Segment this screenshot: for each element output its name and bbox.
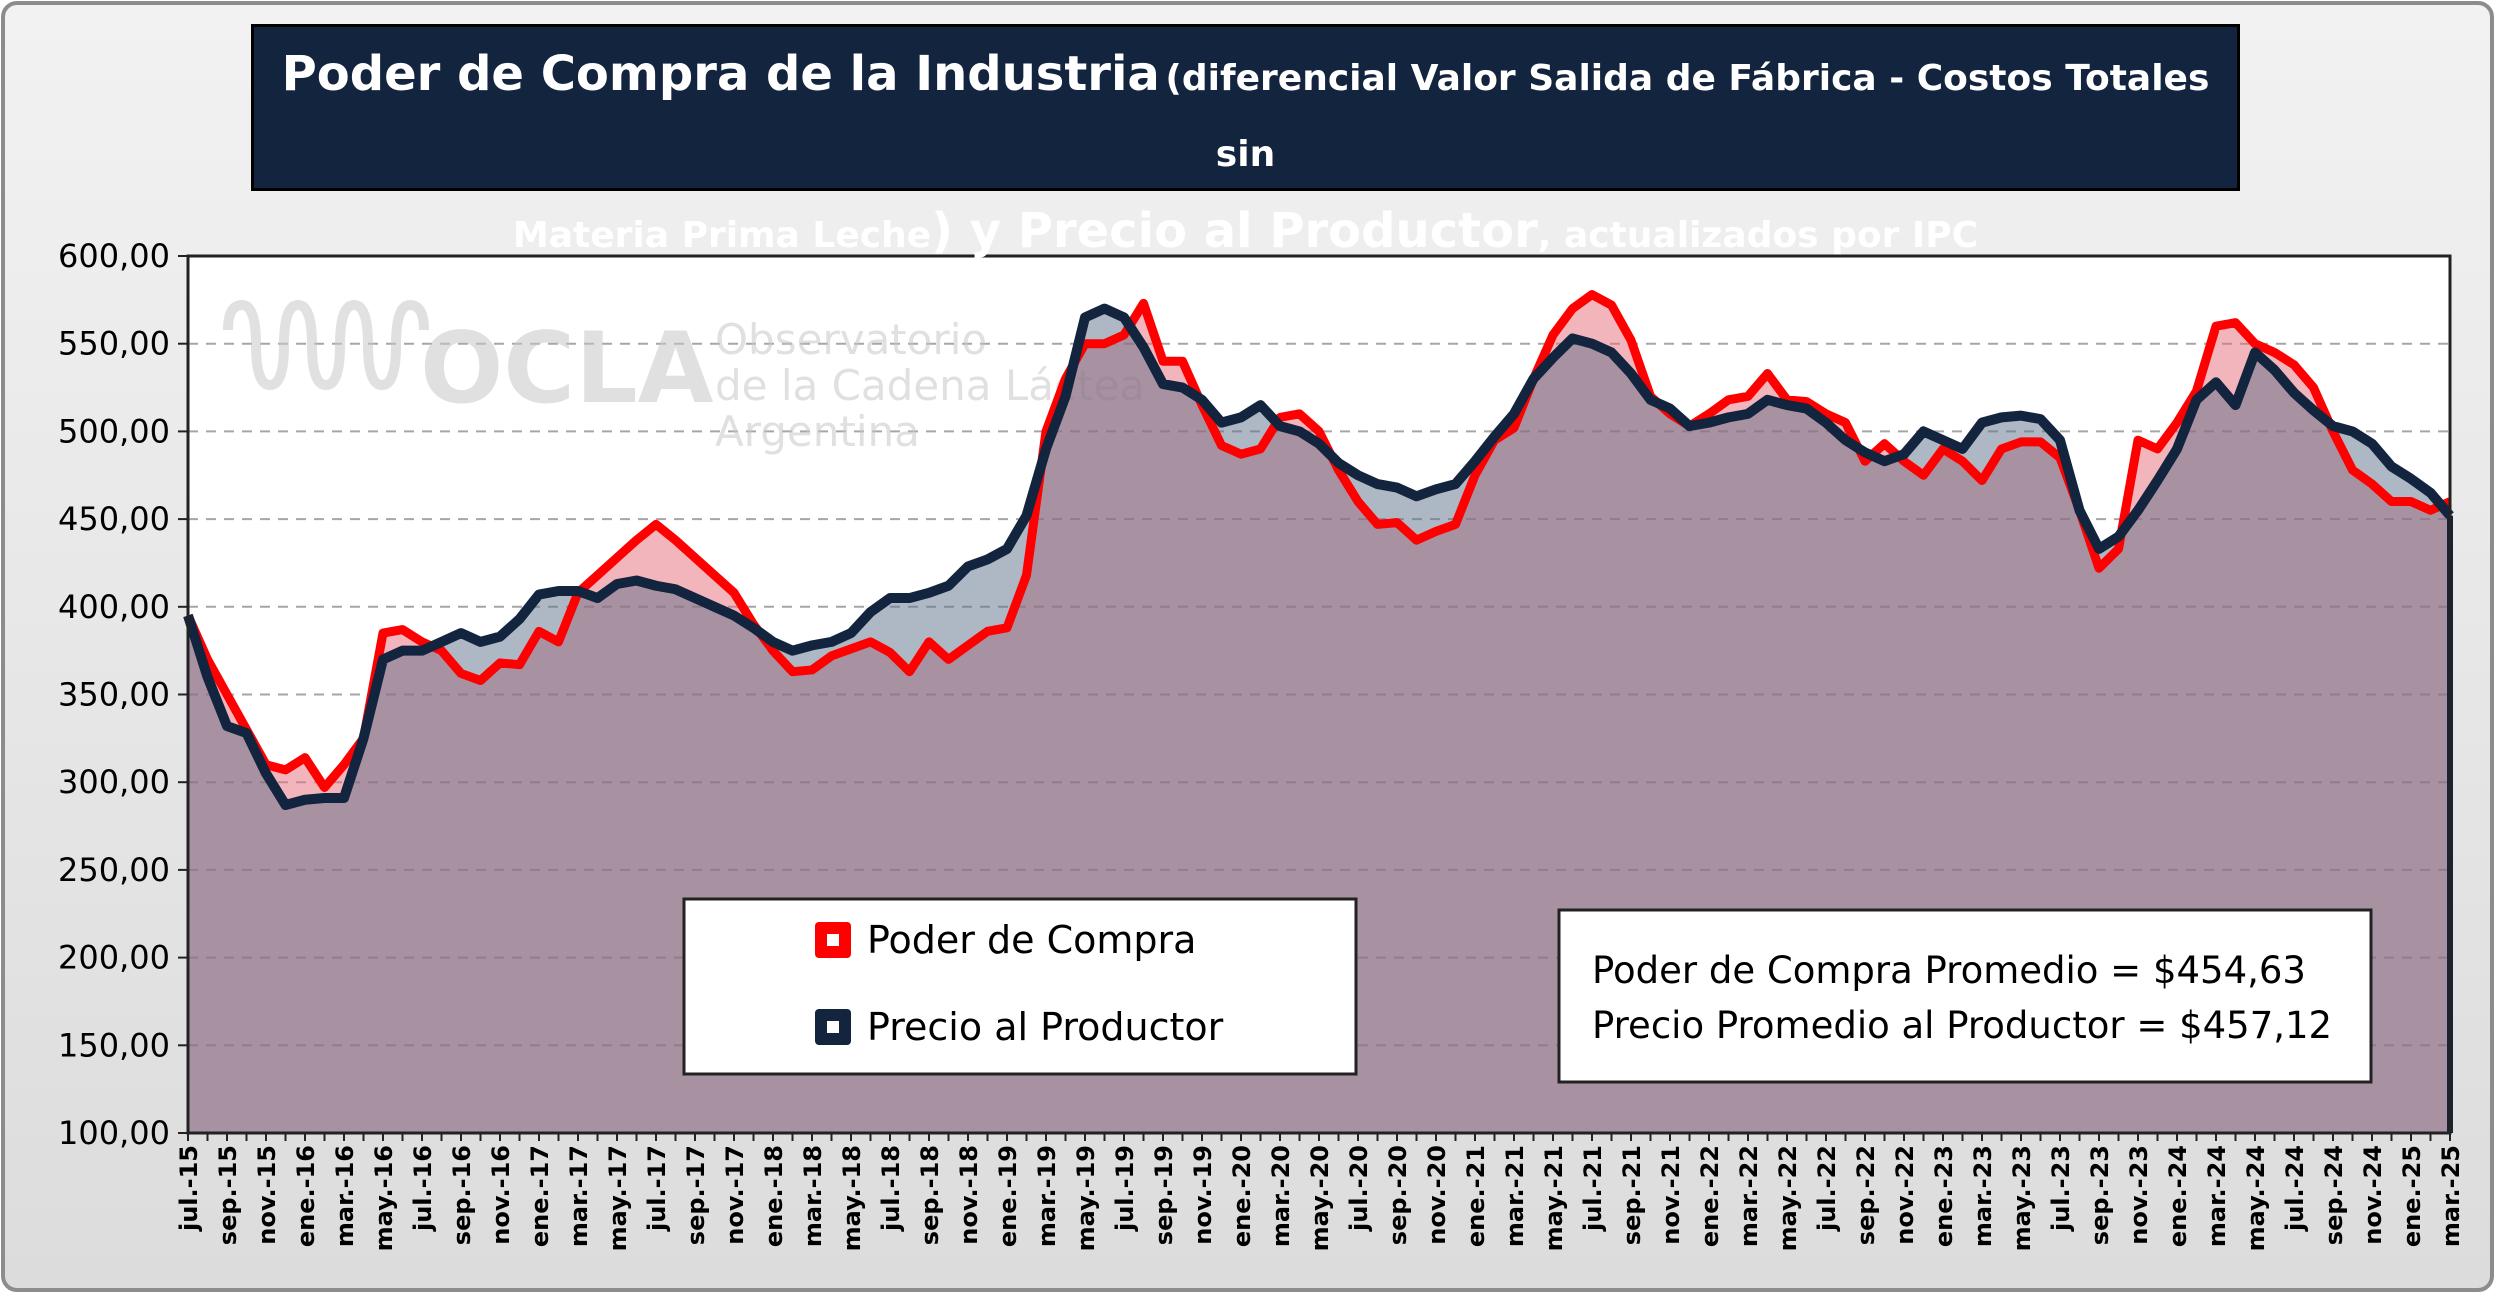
title-part: Materia Prima Leche: [512, 215, 932, 256]
y-tick-label: 250,00: [58, 851, 170, 889]
legend-entries: Poder de Compra Precio al Productor: [815, 918, 1224, 1049]
axes: 100,00 150,00 200,00 250,00 300,00 350,00 400,…: [58, 237, 2465, 1251]
x-tick-label: may.-19: [1072, 1145, 1100, 1251]
x-tick-label: mar.-19: [1033, 1145, 1061, 1247]
x-tick-label: jul.-24: [2281, 1145, 2309, 1232]
x-tick-label: mar.-25: [2437, 1145, 2465, 1247]
x-tick-label: jul.-18: [877, 1145, 905, 1232]
x-tick-label: sep.-18: [916, 1145, 944, 1245]
x-tick-label: may.-20: [1306, 1145, 1334, 1251]
title-part: ) y Precio al Productor: [931, 203, 1538, 259]
x-tick-label: jul.-20: [1345, 1145, 1373, 1232]
x-tick-label: sep.-15: [214, 1145, 242, 1245]
watermark-text: Observatorio: [715, 315, 987, 364]
title-part: , actualizados por IPC: [1537, 215, 1979, 256]
x-tick-label: sep.-17: [682, 1145, 710, 1245]
x-tick-label: ene.-21: [1462, 1145, 1490, 1247]
x-tick-label: jul.-17: [643, 1145, 671, 1232]
x-tick-label: mar.-24: [2203, 1145, 2231, 1247]
x-tick-label: sep.-22: [1852, 1145, 1880, 1245]
legend-marker-inner: [827, 934, 839, 946]
x-tick-label: ene.-22: [1696, 1145, 1724, 1247]
y-tick-label: 600,00: [58, 237, 170, 275]
annotation: Precio Promedio al Productor = $457,12: [1592, 1004, 2332, 1047]
title-part: (diferencial Valor Salida de Fábrica - C…: [1165, 58, 2210, 175]
watermark-text: Argentina: [715, 407, 920, 456]
y-tick-label: 400,00: [58, 588, 170, 626]
x-tick-label: may.-24: [2242, 1145, 2270, 1251]
x-tick-label: jul.-16: [409, 1145, 437, 1232]
x-tick-label: jul.-21: [1579, 1145, 1607, 1232]
legend-label: Precio al Productor: [867, 1005, 1224, 1049]
x-tick-label: nov.-19: [1189, 1145, 1217, 1245]
x-tick-label: nov.-21: [1657, 1145, 1685, 1245]
x-tick-label: jul.-22: [1813, 1145, 1841, 1232]
x-tick-label: may.-22: [1774, 1145, 1802, 1251]
watermark-text: OCLA: [420, 312, 714, 426]
x-tick-label: sep.-16: [448, 1145, 476, 1245]
annotation: Poder de Compra Promedio = $454,63: [1592, 949, 2306, 992]
line: [183, 303, 2454, 811]
x-tick-label: mar.-22: [1735, 1145, 1763, 1247]
x-tick-label: sep.-21: [1618, 1145, 1646, 1245]
legend: [682, 897, 1358, 1076]
x-tick-label: sep.-20: [1384, 1145, 1412, 1245]
stats-box: [1557, 908, 2373, 1084]
x-tick-label: nov.-15: [253, 1145, 281, 1245]
y-tick-label: 200,00: [58, 939, 170, 977]
x-tick-label: may.-23: [2008, 1145, 2036, 1251]
x-tick-label: mar.-16: [331, 1145, 359, 1247]
y-tick-label: 300,00: [58, 763, 170, 801]
x-tick-label: jul.-19: [1111, 1145, 1139, 1232]
x-tick-label: may.-18: [838, 1145, 866, 1251]
x-tick-label: may.-17: [604, 1145, 632, 1251]
x-tick-label: sep.-19: [1150, 1145, 1178, 1245]
y-tick-label: 150,00: [58, 1026, 170, 1064]
logo: [223, 299, 429, 391]
x-tick-label: mar.-17: [565, 1145, 593, 1247]
x-tick-label: sep.-24: [2320, 1145, 2348, 1245]
y-tick-label: 100,00: [58, 1114, 170, 1152]
x-tick-label: jul.-23: [2047, 1145, 2075, 1232]
x-tick-label: nov.-17: [721, 1145, 749, 1245]
x-tick-label: sep.-23: [2086, 1145, 2114, 1245]
x-tick-label: mar.-21: [1501, 1145, 1529, 1247]
chart-title: Poder de Compra de la Industria (diferen…: [251, 24, 2240, 259]
watermark: OCLA Observatorio de la Cadena Láctea Ar…: [223, 299, 1145, 456]
x-tick-label: nov.-16: [487, 1145, 515, 1245]
x-tick-label: may.-21: [1540, 1145, 1568, 1251]
legend-label: Poder de Compra: [867, 918, 1196, 962]
x-tick-label: may.-16: [370, 1145, 398, 1251]
x-tick-label: ene.-23: [1930, 1145, 1958, 1247]
title-part: Poder de Compra de la Industria: [281, 46, 1160, 102]
y-tick-label: 350,00: [58, 676, 170, 714]
x-tick-label: jul.-15: [175, 1145, 203, 1232]
x-tick-label: nov.-23: [2125, 1145, 2153, 1245]
x-tick-label: ene.-20: [1228, 1145, 1256, 1247]
x-tick-label: ene.-24: [2164, 1145, 2192, 1247]
y-tick-label: 450,00: [58, 500, 170, 538]
y-tick-label: 500,00: [58, 412, 170, 450]
x-tick-label: ene.-17: [526, 1145, 554, 1247]
x-tick-label: ene.-25: [2398, 1145, 2426, 1247]
y-tick-label: 550,00: [58, 325, 170, 363]
x-tick-label: ene.-19: [994, 1145, 1022, 1247]
x-tick-label: mar.-23: [1969, 1145, 1997, 1247]
x-tick-label: nov.-20: [1423, 1145, 1451, 1245]
x-tick-label: nov.-24: [2359, 1145, 2387, 1245]
x-tick-label: nov.-18: [955, 1145, 983, 1245]
x-tick-label: ene.-18: [760, 1145, 788, 1247]
x-tick-label: mar.-18: [799, 1145, 827, 1247]
x-tick-label: mar.-20: [1267, 1145, 1295, 1247]
x-tick-label: nov.-22: [1891, 1145, 1919, 1245]
legend-marker-inner: [827, 1021, 839, 1033]
x-tick-label: ene.-16: [292, 1145, 320, 1247]
